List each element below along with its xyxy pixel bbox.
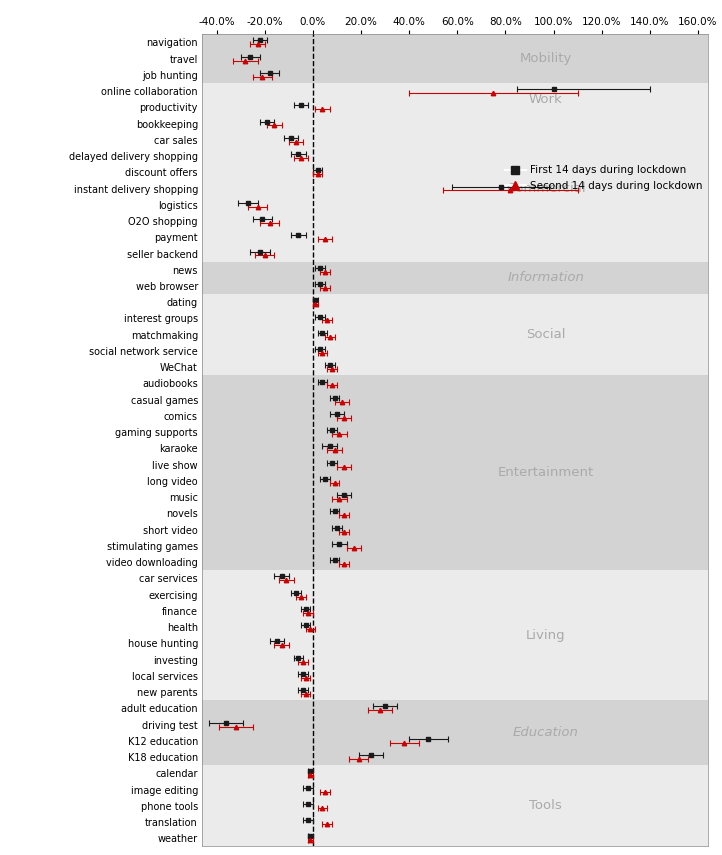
Bar — [202, 34, 708, 83]
Bar — [202, 700, 708, 765]
Text: Education: Education — [513, 726, 579, 740]
Bar — [202, 262, 708, 294]
Text: Information: Information — [508, 271, 584, 285]
Text: Living: Living — [526, 628, 565, 642]
Text: Mobility: Mobility — [520, 52, 572, 65]
Text: Tools: Tools — [529, 799, 562, 812]
Legend: First 14 days during lockdown, Second 14 days during lockdown: First 14 days during lockdown, Second 14… — [505, 165, 703, 191]
Bar — [202, 83, 708, 115]
Bar — [202, 294, 708, 375]
Text: Work: Work — [529, 92, 562, 106]
Text: Commercial: Commercial — [506, 182, 586, 195]
Text: Social: Social — [526, 328, 565, 341]
Bar — [202, 115, 708, 262]
Bar — [202, 765, 708, 846]
Bar — [202, 570, 708, 700]
Text: Entertainment: Entertainment — [497, 466, 594, 480]
Bar — [202, 375, 708, 570]
